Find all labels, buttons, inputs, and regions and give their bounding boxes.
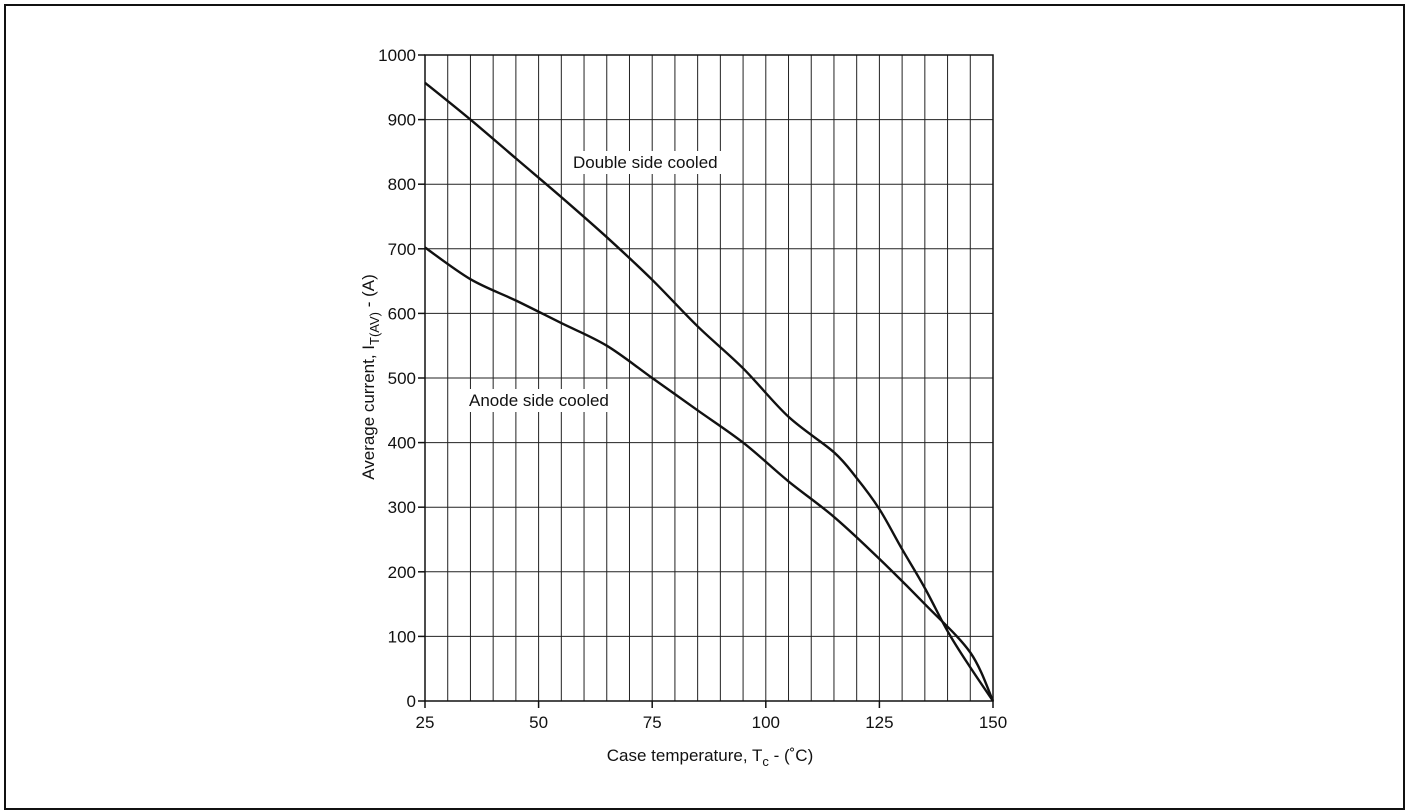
x-axis-label: Case temperature, Tc - (˚C) bbox=[607, 746, 813, 769]
y-tick-label: 400 bbox=[388, 434, 416, 453]
series-lines bbox=[424, 81, 995, 702]
x-tick-label: 150 bbox=[979, 713, 1007, 732]
y-tick-label: 900 bbox=[388, 111, 416, 130]
y-tick-label: 500 bbox=[388, 369, 416, 388]
x-tick-label: 100 bbox=[752, 713, 780, 732]
series-label-anode-side-cooled: Anode side cooled bbox=[469, 391, 609, 410]
series-line-anode-side-cooled bbox=[424, 246, 995, 702]
y-tick-label: 200 bbox=[388, 563, 416, 582]
chart: 0 100 200 300 400 500 600 700 800 900 1000 25 50 75 10… bbox=[359, 46, 1007, 769]
tick-labels: 0 100 200 300 400 500 600 700 800 900 1000 25 50 75 10… bbox=[378, 46, 1007, 732]
y-axis-label: Average current, IT(AV) - (A) bbox=[359, 274, 382, 480]
x-tick-label: 50 bbox=[529, 713, 548, 732]
series-line-double-side-cooled bbox=[424, 81, 994, 702]
label-background bbox=[465, 389, 613, 412]
x-tick-label: 25 bbox=[416, 713, 435, 732]
y-tick-label: 100 bbox=[388, 627, 416, 646]
label-background bbox=[569, 151, 722, 174]
axes bbox=[418, 54, 994, 708]
y-tick-label: 600 bbox=[388, 304, 416, 323]
y-tick-label: 1000 bbox=[378, 46, 416, 65]
y-tick-label: 0 bbox=[407, 692, 416, 711]
x-tick-label: 125 bbox=[865, 713, 893, 732]
x-tick-label: 75 bbox=[643, 713, 662, 732]
y-tick-label: 300 bbox=[388, 498, 416, 517]
y-tick-label: 800 bbox=[388, 175, 416, 194]
y-tick-label: 700 bbox=[388, 240, 416, 259]
series-label-double-side-cooled: Double side cooled bbox=[573, 153, 718, 172]
